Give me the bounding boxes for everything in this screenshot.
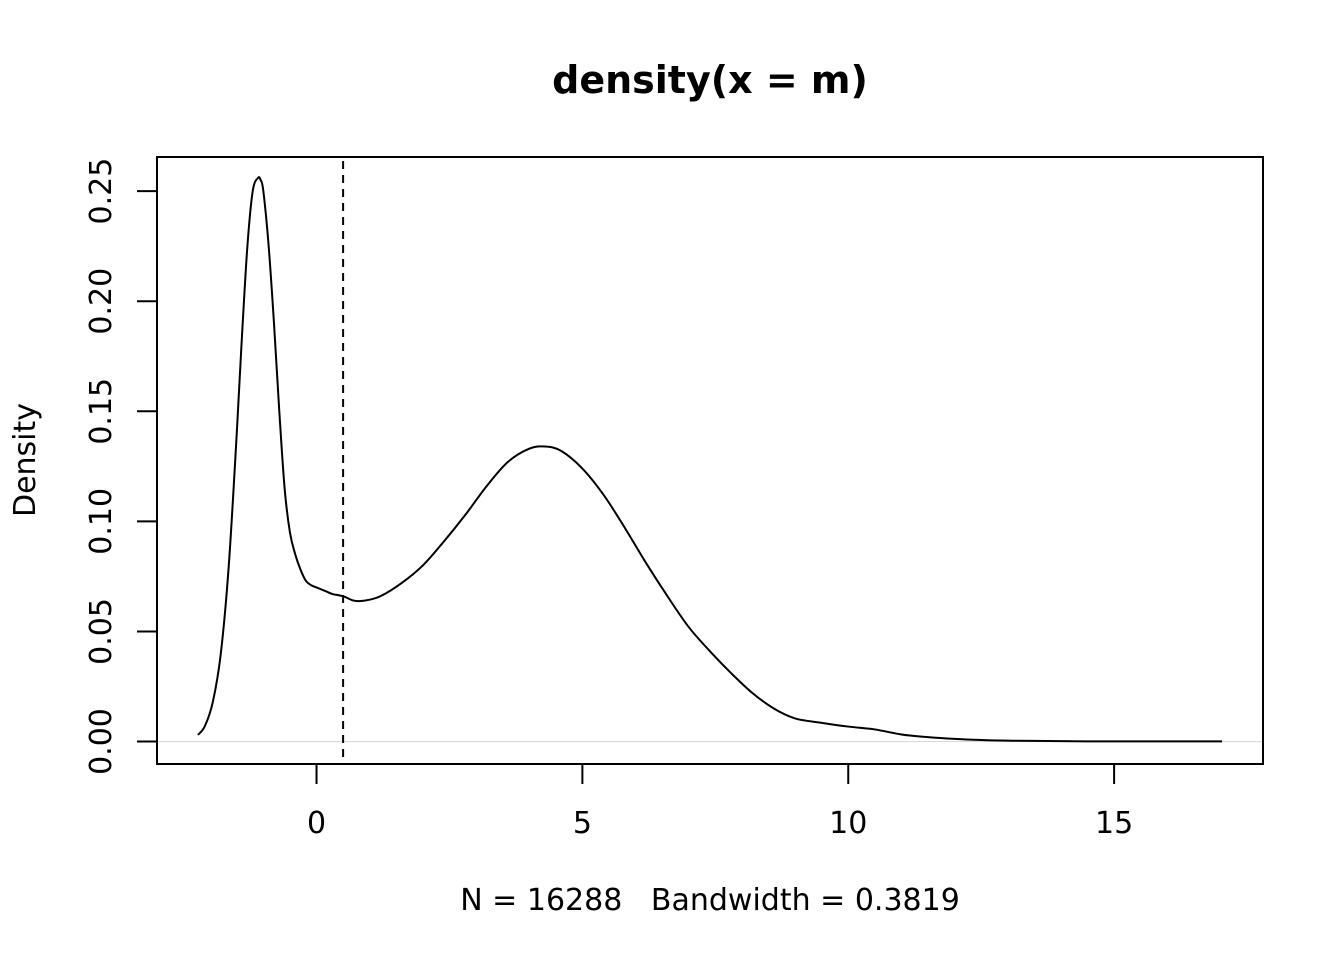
chart-title: density(x = m) (552, 58, 868, 102)
x-tick-label: 0 (307, 806, 326, 841)
x-axis-label: N = 16288 Bandwidth = 0.3819 (460, 883, 960, 918)
x-axis: 0 5 10 15 (307, 763, 1133, 841)
y-tick-label: 0.10 (84, 488, 119, 555)
density-curve-group (197, 176, 1223, 743)
y-tick-label: 0.05 (84, 598, 119, 665)
x-tick-label: 10 (829, 806, 867, 841)
y-tick-label: 0.00 (84, 708, 119, 775)
density-curve (197, 176, 1223, 743)
y-tick-label: 0.15 (84, 378, 119, 445)
y-tick-label: 0.25 (84, 158, 119, 225)
y-tick-label: 0.20 (84, 268, 119, 335)
y-axis-label: Density (8, 403, 43, 517)
x-tick-label: 15 (1095, 806, 1133, 841)
x-tick-label: 5 (573, 806, 592, 841)
y-axis: 0.00 0.05 0.10 0.15 0.20 0.25 (84, 158, 158, 775)
